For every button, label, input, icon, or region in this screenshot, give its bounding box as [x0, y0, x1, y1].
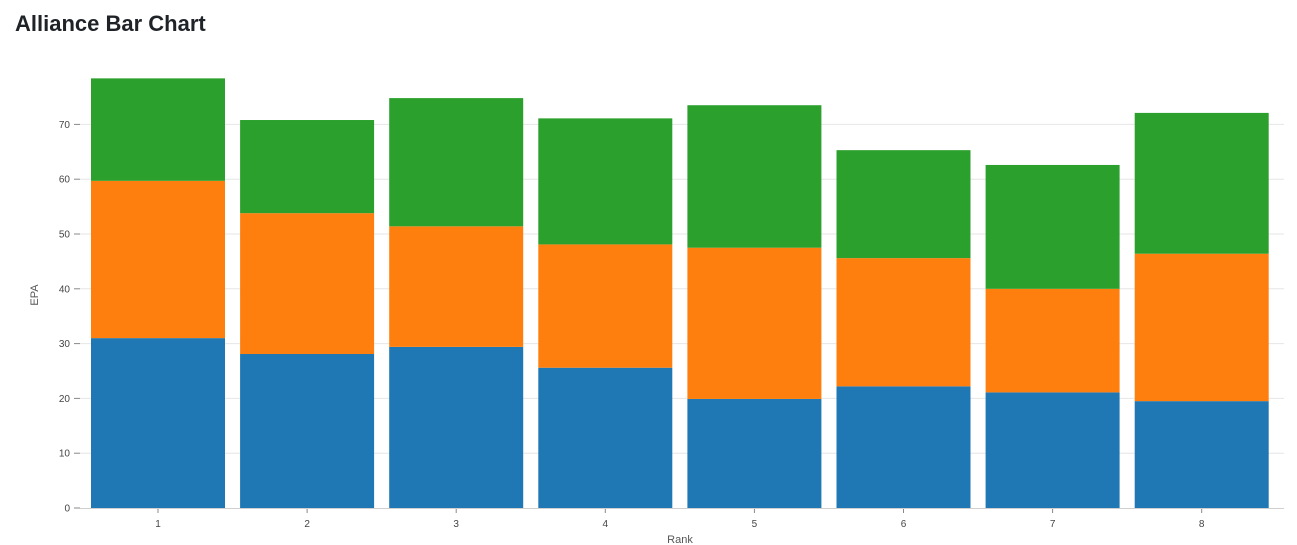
x-tick-label: 3 [453, 519, 459, 530]
axes: 0 10 20 30 40 50 60 70 1 2 3 4 5 6 7 8 [59, 120, 1284, 530]
bar-segment-2-rank-4[interactable] [538, 244, 673, 368]
bar-segment-2-rank-1[interactable] [91, 180, 225, 339]
bar-segment-2-rank-2[interactable] [240, 213, 375, 355]
y-tick-label: 70 [59, 120, 71, 131]
bar-segment-3-rank-4[interactable] [538, 118, 673, 245]
y-tick-label: 40 [59, 284, 71, 295]
x-tick-label: 5 [752, 519, 758, 530]
bar-segment-1-rank-1[interactable] [91, 338, 225, 508]
x-tick-label: 1 [155, 519, 161, 530]
bar-segment-3-rank-6[interactable] [836, 150, 971, 259]
bar-segment-2-rank-5[interactable] [687, 247, 822, 399]
bars [91, 78, 1269, 508]
x-axis-label: Rank [667, 534, 693, 545]
y-axis-label: EPA [29, 284, 41, 306]
y-tick-label: 10 [59, 449, 71, 460]
y-tick-label: 20 [59, 394, 71, 405]
bar-segment-3-rank-8[interactable] [1134, 112, 1269, 254]
bar-segment-1-rank-5[interactable] [687, 398, 822, 508]
x-tick-label: 2 [304, 519, 310, 530]
y-tick-label: 50 [59, 230, 71, 241]
bar-segment-1-rank-4[interactable] [538, 367, 673, 508]
x-tick-label: 4 [603, 519, 609, 530]
x-tick-label: 6 [901, 519, 907, 530]
bar-segment-2-rank-3[interactable] [389, 226, 524, 347]
y-tick-label: 30 [59, 339, 71, 350]
bar-segment-3-rank-3[interactable] [389, 98, 524, 227]
bar-segment-1-rank-6[interactable] [836, 386, 971, 508]
bar-segment-1-rank-7[interactable] [985, 392, 1120, 508]
bar-segment-1-rank-2[interactable] [240, 354, 375, 508]
y-tick-label: 60 [59, 175, 71, 186]
bar-segment-3-rank-2[interactable] [240, 120, 375, 214]
bar-segment-2-rank-7[interactable] [985, 288, 1120, 393]
bar-segment-3-rank-1[interactable] [91, 78, 225, 181]
bar-segment-1-rank-8[interactable] [1134, 401, 1269, 508]
bar-segment-3-rank-7[interactable] [985, 164, 1120, 289]
x-tick-label: 8 [1199, 519, 1205, 530]
bar-segment-2-rank-8[interactable] [1134, 253, 1269, 402]
bar-segment-3-rank-5[interactable] [687, 105, 822, 248]
y-tick-label: 0 [64, 504, 70, 515]
page-title: Alliance Bar Chart [15, 11, 206, 36]
bar-segment-1-rank-3[interactable] [389, 346, 524, 508]
bar-segment-2-rank-6[interactable] [836, 258, 971, 387]
x-tick-label: 7 [1050, 519, 1056, 530]
